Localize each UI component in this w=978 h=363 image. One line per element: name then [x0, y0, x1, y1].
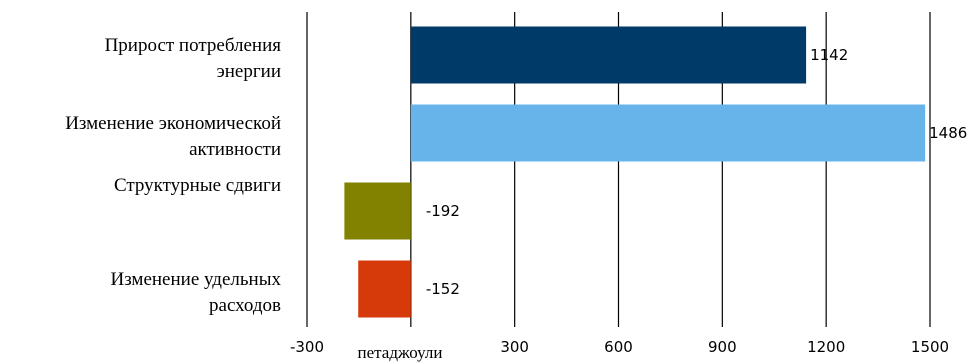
data-label-3: -152	[426, 280, 460, 298]
bar-2	[344, 182, 411, 240]
data-label-2: -192	[426, 202, 460, 220]
category-label-0: Прирост потребления энергии	[105, 35, 282, 82]
bars	[344, 26, 926, 318]
tick-labels: -300 300 600 900 1200 1500	[290, 338, 949, 356]
tick-label-3: 600	[604, 338, 633, 356]
tick-label-2: 300	[500, 338, 529, 356]
tick-label-5: 1200	[807, 338, 845, 356]
data-label-1: 1486	[929, 124, 967, 142]
bar-0	[410, 26, 807, 84]
tick-label-0: -300	[290, 338, 324, 356]
category-label-3: Изменение удельных расходов	[110, 269, 281, 316]
bar-3	[358, 260, 411, 318]
data-labels: 1142 1486 -192 -152	[426, 46, 968, 298]
category-label-1: Изменение экономической активности	[65, 113, 281, 160]
tick-label-4: 900	[708, 338, 737, 356]
data-label-0: 1142	[810, 46, 848, 64]
bar-1	[410, 104, 926, 162]
category-labels: Прирост потребления энергии Изменение экон…	[65, 35, 281, 316]
tick-label-6: 1500	[911, 338, 949, 356]
x-axis-label: петаджоули	[358, 343, 443, 362]
category-label-2: Структурные сдвиги	[114, 175, 281, 196]
